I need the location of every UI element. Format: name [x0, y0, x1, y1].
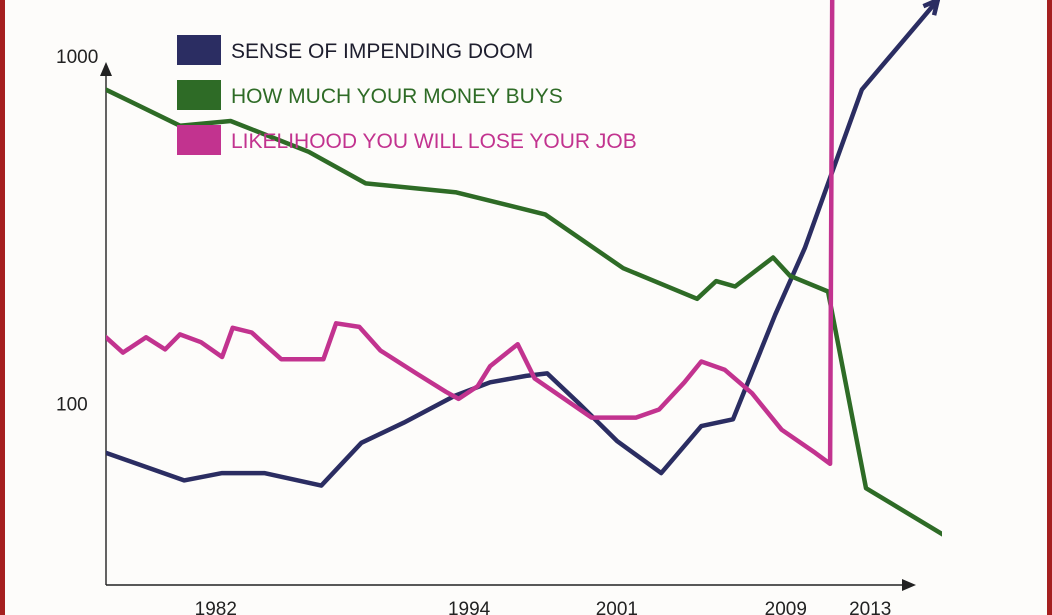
x-tick-labels: 1982 1994 2001 2009 2013: [195, 599, 892, 615]
y-tick-label: 100: [56, 394, 88, 415]
x-tick-label: 1982: [195, 599, 237, 615]
y-tick-labels: 100 1000: [56, 47, 98, 415]
x-tick-label: 1994: [448, 599, 491, 615]
series-lines: [106, 0, 942, 537]
legend-label: SENSE OF IMPENDING DOOM: [231, 40, 533, 63]
x-tick-label: 2009: [765, 599, 807, 615]
series-line-how-much-your-money-buys: [106, 87, 942, 537]
legend-label: HOW MUCH YOUR MONEY BUYS: [231, 85, 563, 108]
x-axis-arrow: [902, 579, 916, 591]
legend: SENSE OF IMPENDING DOOM HOW MUCH YOUR MON…: [177, 35, 637, 155]
legend-swatch: [177, 35, 221, 65]
series-line-sense-of-impending-doom: [106, 0, 941, 488]
legend-swatch: [177, 80, 221, 110]
legend-swatch: [177, 125, 221, 155]
y-tick-label: 1000: [56, 47, 98, 68]
legend-label: LIKELIHOOD YOU WILL LOSE YOUR JOB: [231, 130, 637, 153]
series-arrowhead: [922, 0, 941, 16]
x-tick-label: 2001: [596, 599, 638, 615]
y-axis-arrow: [100, 62, 112, 76]
x-tick-label: 2013: [849, 599, 891, 615]
series-line-likelihood-you-will-lose-your-job: [106, 0, 835, 467]
